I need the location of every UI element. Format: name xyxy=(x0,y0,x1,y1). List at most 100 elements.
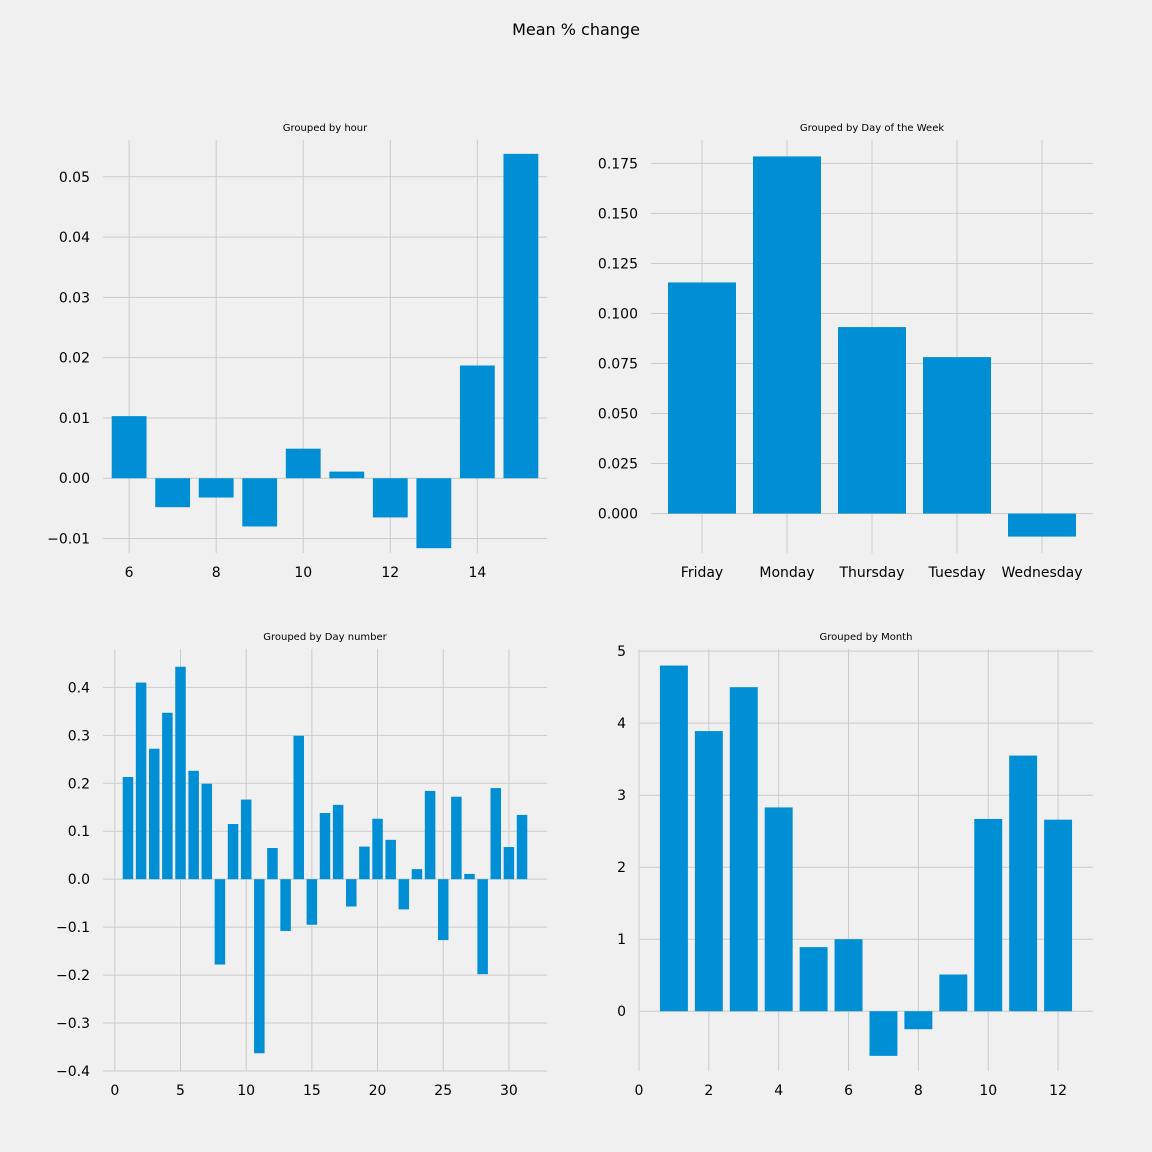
x-tick-label: 6 xyxy=(125,565,134,581)
bar xyxy=(939,974,968,1012)
bar xyxy=(753,156,821,514)
y-tick-label: 0.150 xyxy=(598,206,638,222)
bar xyxy=(416,478,452,549)
bar xyxy=(175,666,186,880)
x-tick-label: 0 xyxy=(110,1083,119,1099)
y-tick-label: −0.01 xyxy=(47,532,90,548)
y-tick-label: 3 xyxy=(617,788,626,804)
bar xyxy=(659,665,688,1012)
bar xyxy=(974,818,1003,1012)
bar xyxy=(694,731,723,1012)
bar xyxy=(838,327,906,514)
y-tick-label: 0.025 xyxy=(598,457,638,473)
panel-weekday: Friday Monday Thursday Tuesday Wednesday 0.00… xyxy=(598,123,1093,581)
bar xyxy=(240,799,252,880)
x-tick-label: Friday xyxy=(681,565,723,581)
x-tick-label: 8 xyxy=(914,1083,923,1099)
bar xyxy=(1008,513,1076,537)
bar xyxy=(516,814,528,880)
bar xyxy=(162,712,173,880)
x-tick-label: 10 xyxy=(237,1083,255,1099)
x-tick-label: 12 xyxy=(1049,1083,1067,1099)
panel-title: Grouped by Day of the Week xyxy=(800,123,945,134)
bar xyxy=(254,879,265,1054)
x-tick-label: 10 xyxy=(979,1083,997,1099)
bar xyxy=(372,818,383,880)
x-tick-label: 12 xyxy=(381,565,399,581)
bar xyxy=(437,879,449,941)
y-tick-label: −0.2 xyxy=(56,968,90,984)
y-tick-label: 1 xyxy=(617,932,626,948)
y-tick-label: −0.1 xyxy=(56,920,90,936)
y-tick-label: 0.125 xyxy=(598,256,638,272)
bar xyxy=(332,804,344,880)
panel-hour: 6 8 10 12 14 −0.01 0.00 0.01 0.02 0.03 0.04 0.05 Gro… xyxy=(47,123,547,581)
y-tick-label: 0.000 xyxy=(598,507,638,523)
bar xyxy=(148,748,160,880)
bar xyxy=(267,848,278,880)
bar xyxy=(346,879,357,907)
bar xyxy=(904,1011,933,1030)
bar xyxy=(285,448,321,479)
bar xyxy=(293,735,304,880)
bar xyxy=(503,847,515,880)
y-tick-label: 0.02 xyxy=(59,351,90,367)
bar xyxy=(329,471,365,479)
bar xyxy=(359,846,370,880)
bar xyxy=(122,777,134,880)
x-tick-label: 5 xyxy=(176,1083,185,1099)
bar xyxy=(1044,819,1073,1012)
bar xyxy=(227,824,239,880)
y-tick-label: 0 xyxy=(617,1004,626,1020)
y-tick-label: 0.01 xyxy=(59,411,90,427)
x-tick-label: 25 xyxy=(434,1083,452,1099)
bar xyxy=(411,869,423,880)
bar xyxy=(372,478,408,518)
bar xyxy=(398,879,410,910)
x-tick-label: 30 xyxy=(500,1083,518,1099)
bar xyxy=(319,813,331,880)
x-tick-label: Wednesday xyxy=(1001,565,1082,581)
y-tick-label: 0.00 xyxy=(59,471,90,487)
x-tick-label: 4 xyxy=(774,1083,783,1099)
x-tick-label: 15 xyxy=(303,1083,321,1099)
figure-title: Mean % change xyxy=(512,20,640,39)
y-tick-label: 2 xyxy=(617,860,626,876)
x-tick-label: Tuesday xyxy=(928,565,986,581)
bar xyxy=(923,357,991,514)
x-tick-label: 6 xyxy=(844,1083,853,1099)
y-tick-label: 0.3 xyxy=(68,728,90,744)
y-tick-label: 0.100 xyxy=(598,306,638,322)
panel-title: Grouped by hour xyxy=(283,123,368,134)
y-tick-label: 0.075 xyxy=(598,357,638,373)
bar xyxy=(306,879,318,925)
x-tick-label: 0 xyxy=(635,1083,644,1099)
bar xyxy=(242,478,278,527)
bar xyxy=(188,770,199,880)
y-tick-label: 0.03 xyxy=(59,290,90,306)
panel-title: Grouped by Day number xyxy=(263,632,387,643)
y-tick-label: 0.1 xyxy=(68,824,90,840)
bar xyxy=(477,879,488,975)
bar xyxy=(764,807,793,1012)
x-tick-label: 14 xyxy=(468,565,486,581)
y-tick-label: 0.05 xyxy=(59,170,90,186)
bar xyxy=(201,783,213,880)
bar xyxy=(490,788,502,880)
bar xyxy=(198,478,234,498)
bar xyxy=(869,1011,898,1056)
x-tick-label: Thursday xyxy=(838,565,904,581)
y-tick-label: −0.3 xyxy=(56,1016,90,1032)
bar xyxy=(424,790,436,880)
y-tick-label: 4 xyxy=(617,716,626,732)
bar xyxy=(503,153,539,479)
x-tick-label: 20 xyxy=(369,1083,387,1099)
bar xyxy=(459,365,495,479)
x-tick-label: 8 xyxy=(212,565,221,581)
panel-title: Grouped by Month xyxy=(820,632,913,643)
bar xyxy=(135,682,147,880)
bar xyxy=(385,839,396,880)
bar xyxy=(668,282,736,514)
x-tick-label: Monday xyxy=(759,565,814,581)
